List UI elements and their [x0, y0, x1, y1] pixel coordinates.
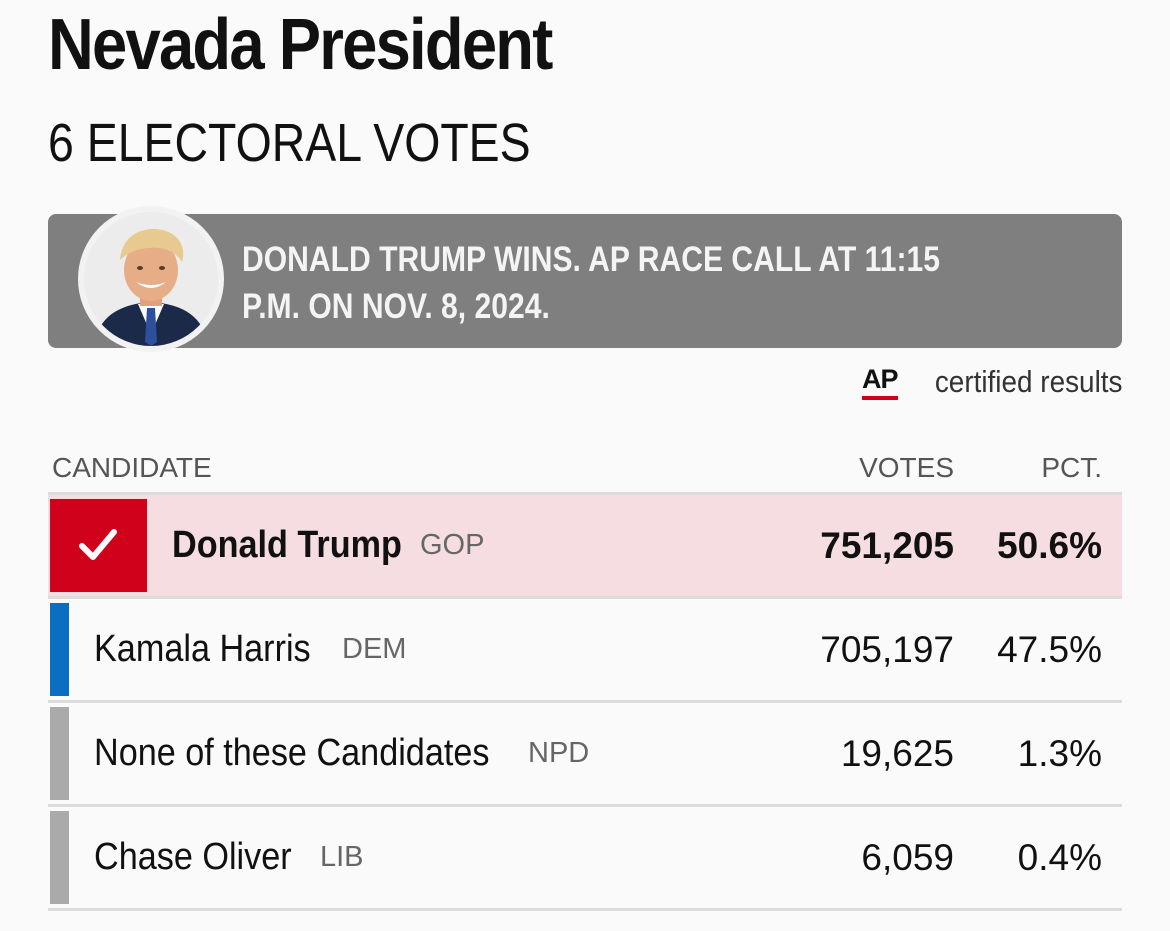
party-color-bar [50, 811, 69, 904]
results-table: Donald Trump GOP 751,205 50.6% Kamala Ha… [48, 492, 1122, 911]
electoral-votes-subtitle: 6 ELECTORAL VOTES [48, 113, 531, 173]
table-row: Donald Trump GOP 751,205 50.6% [48, 495, 1122, 599]
candidate-pct: 50.6% [997, 525, 1102, 566]
table-header: CANDIDATE VOTES PCT. [48, 448, 1122, 490]
certified-results-label: certified results [934, 364, 1122, 399]
party-color-bar [50, 707, 69, 800]
table-row: Kamala Harris DEM 705,197 47.5% [48, 599, 1122, 703]
candidate-portrait-icon [84, 212, 218, 346]
table-row: Chase Oliver LIB 6,059 0.4% [48, 807, 1122, 911]
candidate-name: Chase Oliver [94, 836, 292, 878]
ap-logo-icon: AP [862, 364, 899, 400]
candidate-pct: 47.5% [997, 629, 1102, 670]
party-color-bar [50, 603, 69, 696]
pct-column-header: PCT. [1041, 452, 1102, 483]
candidate-party: LIB [320, 841, 364, 873]
candidate-name: None of these Candidates [94, 732, 490, 774]
candidate-votes: 6,059 [861, 837, 954, 878]
candidate-votes: 751,205 [820, 525, 954, 566]
votes-column-header: VOTES [859, 452, 954, 483]
candidate-votes: 19,625 [840, 733, 954, 774]
page-title: Nevada President [48, 5, 553, 85]
race-call-banner: DONALD TRUMP WINS. AP RACE CALL AT 11:15… [48, 206, 1122, 352]
candidate-column-header: CANDIDATE [52, 452, 212, 483]
candidate-name: Kamala Harris [94, 628, 311, 670]
table-row: None of these Candidates NPD 19,625 1.3% [48, 703, 1122, 807]
candidate-votes: 705,197 [820, 629, 954, 670]
candidate-party: NPD [528, 737, 590, 769]
checkmark-icon [79, 529, 117, 560]
winner-check-badge [50, 499, 147, 592]
race-call-text: DONALD TRUMP WINS. AP RACE CALL AT 11:15… [242, 240, 940, 326]
winner-avatar [78, 206, 224, 352]
candidate-pct: 0.4% [1017, 837, 1102, 878]
candidate-party: DEM [342, 633, 407, 665]
candidate-name: Donald Trump [172, 524, 402, 566]
candidate-pct: 1.3% [1017, 733, 1102, 774]
candidate-party: GOP [420, 529, 485, 561]
certified-results-note: AP certified results [862, 362, 1122, 402]
